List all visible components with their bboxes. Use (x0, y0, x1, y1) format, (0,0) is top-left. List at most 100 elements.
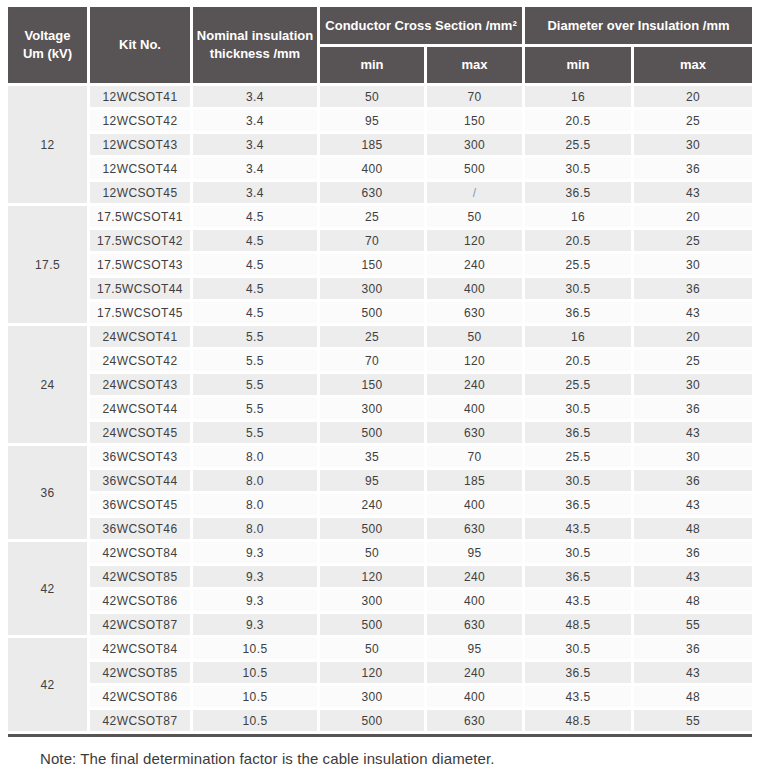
cell-ccs-min: 95 (320, 470, 424, 491)
table-row: 42WCSOT8610.530040043.548 (8, 686, 752, 707)
table-row: 12WCSOT443.440050030.536 (8, 158, 752, 179)
cell-ccs-min: 70 (320, 350, 424, 371)
cell-doi-max: 30 (634, 254, 752, 275)
cell-thickness: 5.5 (193, 326, 317, 347)
table-row: 24WCSOT455.550063036.543 (8, 422, 752, 443)
cell-thickness: 5.5 (193, 350, 317, 371)
cell-ccs-max: 400 (427, 278, 522, 299)
table-row: 17.5WCSOT444.530040030.536 (8, 278, 752, 299)
cell-thickness: 4.5 (193, 302, 317, 323)
cell-ccs-max: 120 (427, 230, 522, 251)
cell-doi-max: 36 (634, 470, 752, 491)
cell-ccs-min: 500 (320, 614, 424, 635)
table-row: 12WCSOT433.418530025.530 (8, 134, 752, 155)
cell-kit: 42WCSOT86 (90, 686, 190, 707)
cell-doi-max: 30 (634, 134, 752, 155)
table-row: 17.5WCSOT454.550063036.543 (8, 302, 752, 323)
cell-kit: 36WCSOT44 (90, 470, 190, 491)
cell-doi-min: 25.5 (525, 374, 631, 395)
cell-thickness: 4.5 (193, 206, 317, 227)
cell-doi-min: 16 (525, 206, 631, 227)
cell-ccs-max: 630 (427, 710, 522, 731)
voltage-group-cell: 42 (8, 638, 87, 731)
cell-kit: 24WCSOT41 (90, 326, 190, 347)
cell-doi-max: 43 (634, 182, 752, 203)
cell-doi-max: 36 (634, 542, 752, 563)
cell-ccs-min: 500 (320, 710, 424, 731)
table-header: Voltage Um (kV) Kit No. Nominal insulati… (8, 7, 752, 83)
col-header-doi-min: min (525, 47, 631, 83)
cell-ccs-max: 120 (427, 350, 522, 371)
cell-thickness: 5.5 (193, 374, 317, 395)
cell-doi-min: 30.5 (525, 470, 631, 491)
cell-ccs-max: 630 (427, 614, 522, 635)
cell-ccs-max: 630 (427, 518, 522, 539)
cell-kit: 17.5WCSOT42 (90, 230, 190, 251)
table-row: 24WCSOT425.57012020.525 (8, 350, 752, 371)
cell-ccs-min: 185 (320, 134, 424, 155)
cell-thickness: 3.4 (193, 110, 317, 131)
cell-doi-min: 36.5 (525, 662, 631, 683)
cell-thickness: 9.3 (193, 614, 317, 635)
cell-doi-max: 48 (634, 590, 752, 611)
col-header-nominal-thickness: Nominal insulation thickness /mm (193, 7, 317, 83)
cell-ccs-max: 185 (427, 470, 522, 491)
cell-thickness: 5.5 (193, 422, 317, 443)
cell-doi-min: 43.5 (525, 686, 631, 707)
cell-ccs-min: 400 (320, 158, 424, 179)
cell-ccs-min: 150 (320, 254, 424, 275)
table-row: 17.5WCSOT424.57012020.525 (8, 230, 752, 251)
cell-ccs-min: 95 (320, 110, 424, 131)
cell-doi-max: 55 (634, 710, 752, 731)
cell-kit: 24WCSOT44 (90, 398, 190, 419)
cell-ccs-min: 120 (320, 662, 424, 683)
table-note: Note: The final determination factor is … (40, 750, 755, 767)
cell-doi-min: 20.5 (525, 230, 631, 251)
cell-kit: 36WCSOT46 (90, 518, 190, 539)
cell-thickness: 10.5 (193, 662, 317, 683)
col-header-diameter-over-insulation: Diameter over Insulation /mm (525, 7, 752, 44)
col-header-doi-max: max (634, 47, 752, 83)
table-row: 36WCSOT448.09518530.536 (8, 470, 752, 491)
cell-thickness: 4.5 (193, 230, 317, 251)
cell-ccs-min: 300 (320, 590, 424, 611)
cell-kit: 12WCSOT44 (90, 158, 190, 179)
table-row: 42WCSOT8710.550063048.555 (8, 710, 752, 731)
table-bottom-rule (8, 734, 752, 737)
table-row: 3636WCSOT438.0357025.530 (8, 446, 752, 467)
cell-doi-min: 25.5 (525, 254, 631, 275)
cell-kit: 17.5WCSOT45 (90, 302, 190, 323)
cell-ccs-max: 70 (427, 446, 522, 467)
cell-ccs-max: 95 (427, 542, 522, 563)
cell-ccs-min: 300 (320, 398, 424, 419)
cell-ccs-min: 70 (320, 230, 424, 251)
cell-ccs-min: 50 (320, 86, 424, 107)
table-row: 17.517.5WCSOT414.525501620 (8, 206, 752, 227)
cell-thickness: 10.5 (193, 638, 317, 659)
cell-ccs-min: 240 (320, 494, 424, 515)
cell-doi-max: 43 (634, 422, 752, 443)
table-row: 42WCSOT8510.512024036.543 (8, 662, 752, 683)
col-header-ccs-min: min (320, 47, 424, 83)
cell-thickness: 4.5 (193, 254, 317, 275)
cell-thickness: 10.5 (193, 710, 317, 731)
table-row: 4242WCSOT849.3509530.536 (8, 542, 752, 563)
cell-ccs-min: 50 (320, 638, 424, 659)
cell-ccs-min: 120 (320, 566, 424, 587)
cell-doi-max: 36 (634, 398, 752, 419)
cell-doi-min: 36.5 (525, 302, 631, 323)
cell-kit: 42WCSOT86 (90, 590, 190, 611)
kit-selection-section: Voltage Um (kV) Kit No. Nominal insulati… (5, 4, 755, 767)
cell-doi-max: 43 (634, 662, 752, 683)
cell-ccs-max: 630 (427, 302, 522, 323)
cell-doi-min: 25.5 (525, 134, 631, 155)
cell-doi-max: 25 (634, 350, 752, 371)
cell-ccs-max: 400 (427, 590, 522, 611)
cell-thickness: 4.5 (193, 278, 317, 299)
cell-kit: 42WCSOT85 (90, 662, 190, 683)
cell-ccs-min: 300 (320, 278, 424, 299)
table-row: 24WCSOT445.530040030.536 (8, 398, 752, 419)
cell-ccs-max: 400 (427, 494, 522, 515)
cell-doi-max: 48 (634, 686, 752, 707)
cell-ccs-max: 150 (427, 110, 522, 131)
